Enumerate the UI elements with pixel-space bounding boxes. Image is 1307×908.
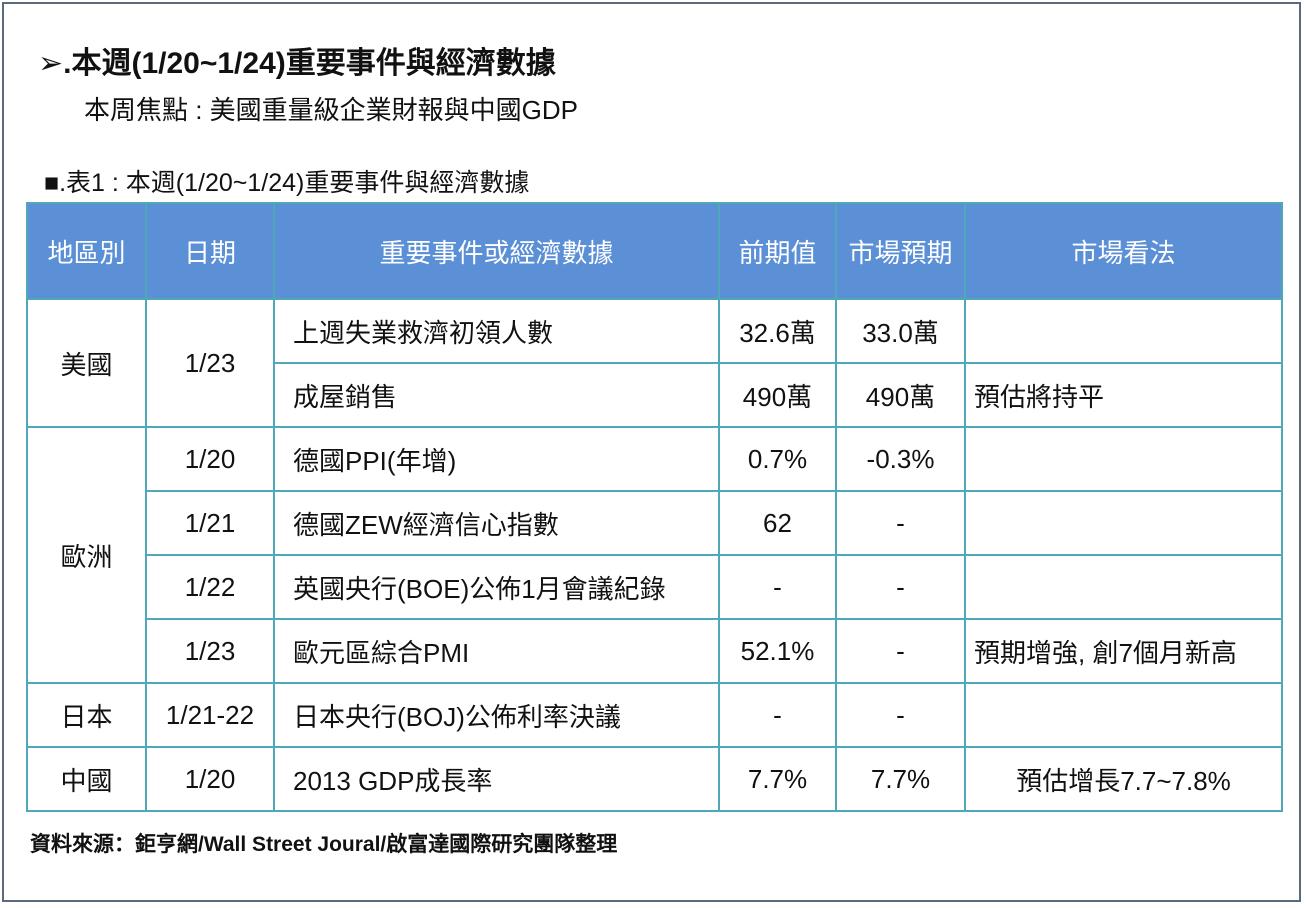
table-row: 日本 1/21-22 日本央行(BOJ)公佈利率決議 - - (26, 682, 1283, 748)
header-region: 地區別 (26, 202, 147, 300)
table-row: 1/23 歐元區綜合PMI 52.1% - 預期增強, 創7個月新高 (27, 618, 1283, 684)
region-cell: 歐洲 (26, 426, 147, 684)
table-row: 美國 1/23 上週失業救濟初領人數 32.6萬 33.0萬 (26, 298, 1283, 428)
header-event: 重要事件或經濟數據 (273, 202, 720, 300)
table-row: 1/22 英國央行(BOE)公佈1月會議紀錄 - - (27, 554, 1283, 620)
event-cell: 上週失業救濟初領人數 (273, 298, 720, 364)
event-cell: 英國央行(BOE)公佈1月會議紀錄 (273, 554, 720, 620)
previous-cell: 0.7% (718, 426, 837, 492)
date-cell: 1/23 (145, 298, 275, 428)
header-expected: 市場預期 (835, 202, 966, 300)
date-cell: 1/21-22 (145, 682, 275, 748)
date-cell: 1/21 (145, 490, 275, 556)
view-cell (964, 426, 1283, 492)
expected-cell: -0.3% (835, 426, 966, 492)
event-cell: 歐元區綜合PMI (273, 618, 720, 684)
date-cell: 1/20 (145, 426, 275, 492)
previous-cell: 32.6萬 (718, 298, 837, 364)
expected-cell: 33.0萬 (835, 298, 966, 364)
previous-cell: 52.1% (718, 618, 837, 684)
table-row: 中國 1/20 2013 GDP成長率 7.7% 7.7% 預估增長7.7~7.… (26, 746, 1283, 812)
event-cell: 德國PPI(年增) (273, 426, 720, 492)
event-cell: 日本央行(BOJ)公佈利率決議 (273, 682, 720, 748)
region-cell: 中國 (26, 746, 147, 812)
view-cell: 預估將持平 (964, 362, 1283, 428)
view-cell: 預期增強, 創7個月新高 (964, 618, 1283, 684)
event-cell: 德國ZEW經濟信心指數 (273, 490, 720, 556)
header-date: 日期 (145, 202, 275, 300)
previous-cell: - (718, 682, 837, 748)
events-table: 地區別 日期 重要事件或經濟數據 前期值 市場預期 市場看法 美國 1/23 上… (26, 202, 1283, 812)
table-row: 歐洲 1/20 德國PPI(年增) 0.7% -0.3% (26, 426, 1283, 684)
region-cell: 日本 (26, 682, 147, 748)
table-row: 1/21 德國ZEW經濟信心指數 62 - (27, 490, 1283, 556)
page-title: ➢.本週(1/20~1/24)重要事件與經濟數據 (38, 47, 556, 80)
expected-cell: - (835, 682, 966, 748)
view-cell (964, 490, 1283, 556)
expected-cell: - (835, 554, 966, 620)
header-view: 市場看法 (964, 202, 1283, 300)
table-header-row: 地區別 日期 重要事件或經濟數據 前期值 市場預期 市場看法 (26, 202, 1283, 300)
table-caption: ■.表1 : 本週(1/20~1/24)重要事件與經濟數據 (44, 169, 530, 197)
previous-cell: 490萬 (718, 362, 837, 428)
header-previous: 前期值 (718, 202, 837, 300)
page-subtitle: 本周焦點 : 美國重量級企業財報與中國GDP (84, 95, 579, 125)
previous-cell: - (718, 554, 837, 620)
event-cell: 2013 GDP成長率 (273, 746, 720, 812)
expected-cell: - (835, 618, 966, 684)
view-cell (964, 682, 1283, 748)
date-cell: 1/22 (145, 554, 275, 620)
view-cell (964, 554, 1283, 620)
previous-cell: 7.7% (718, 746, 837, 812)
expected-cell: - (835, 490, 966, 556)
expected-cell: 7.7% (835, 746, 966, 812)
source-note: 資料來源：鉅亨網/Wall Street Joural/啟富達國際研究團隊整理 (30, 833, 618, 856)
view-cell: 預估增長7.7~7.8% (964, 746, 1283, 812)
event-cell: 成屋銷售 (273, 362, 720, 428)
view-cell (964, 298, 1283, 364)
date-cell: 1/20 (145, 746, 275, 812)
region-cell: 美國 (26, 298, 147, 428)
expected-cell: 490萬 (835, 362, 966, 428)
previous-cell: 62 (718, 490, 837, 556)
date-cell: 1/23 (145, 618, 275, 684)
table-row: 成屋銷售 490萬 490萬 預估將持平 (27, 362, 1283, 428)
